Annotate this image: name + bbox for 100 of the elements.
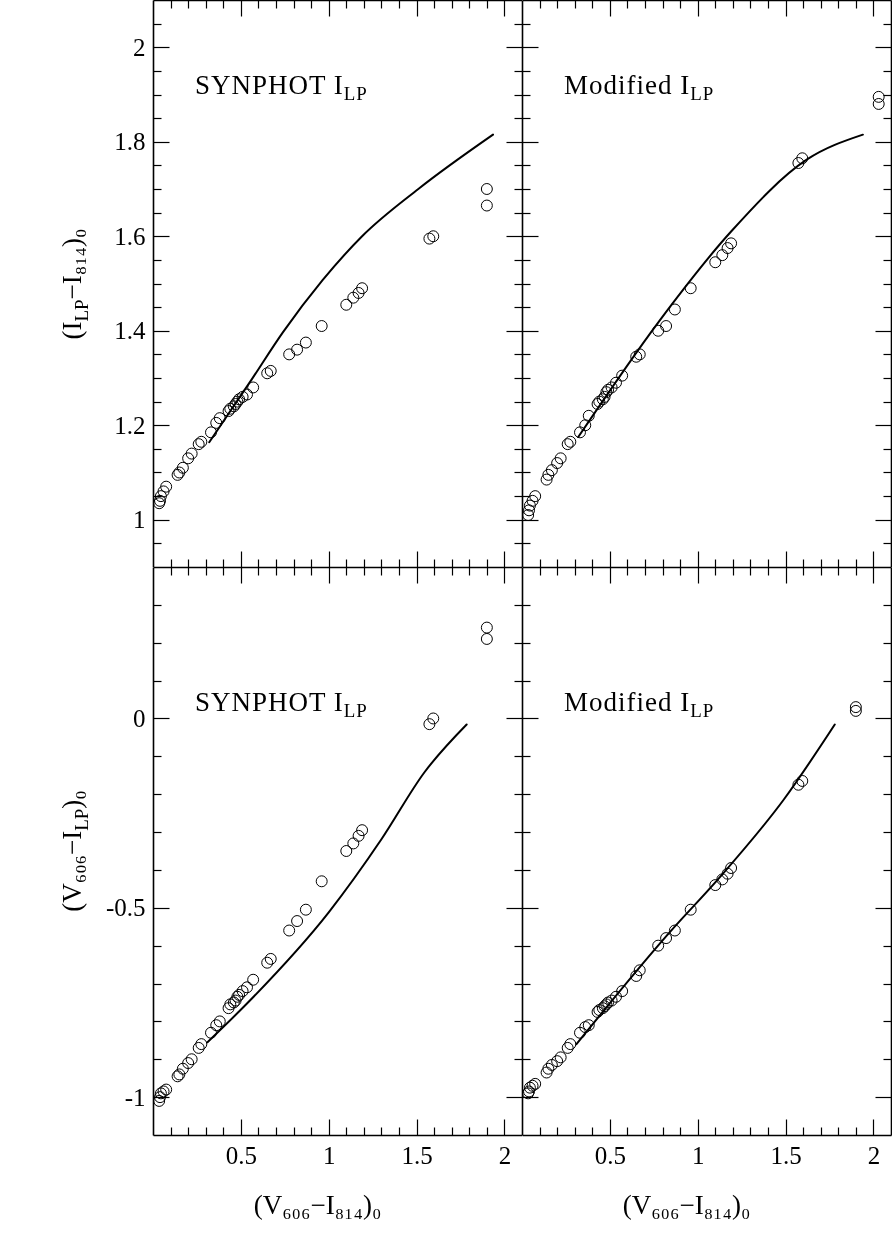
annotation: SYNPHOT I$_{LP}$	[195, 70, 368, 106]
point	[154, 490, 167, 503]
point	[523, 504, 536, 517]
y-tick-label: 0	[133, 704, 146, 732]
point	[660, 320, 673, 332]
point	[792, 778, 805, 791]
point	[213, 1015, 226, 1028]
point	[185, 1053, 198, 1066]
x-tick-label: 2	[498, 1141, 512, 1169]
point	[574, 426, 586, 439]
point	[872, 97, 885, 110]
point	[684, 282, 697, 295]
point	[315, 320, 328, 332]
point	[652, 324, 665, 337]
x-tick-label: 1.5	[401, 1141, 433, 1169]
point	[480, 199, 493, 212]
point	[423, 718, 436, 731]
point	[542, 468, 555, 481]
y-tick-label: -1	[124, 1083, 146, 1111]
annotation: Modified I$_{LP}$	[564, 70, 715, 106]
point	[480, 621, 493, 634]
point	[554, 452, 567, 465]
y-tick-label: 1.6	[114, 222, 146, 250]
point	[205, 1026, 217, 1039]
point	[222, 1002, 235, 1015]
point	[668, 924, 681, 937]
y-tick-label: 1.2	[114, 411, 146, 439]
point	[725, 862, 738, 875]
point	[522, 509, 535, 521]
point	[247, 381, 260, 394]
point	[291, 915, 304, 928]
point	[241, 981, 253, 994]
point	[182, 452, 195, 465]
point	[709, 879, 722, 892]
x-tick-label: 1	[322, 1141, 336, 1169]
y-tick-label: 1.8	[114, 128, 146, 156]
point	[352, 286, 365, 299]
point	[551, 1055, 564, 1068]
point	[582, 409, 595, 422]
point	[299, 903, 312, 916]
point	[157, 485, 170, 498]
point	[205, 426, 217, 439]
point	[427, 712, 440, 725]
point	[652, 939, 665, 952]
point	[540, 1066, 553, 1079]
point	[210, 1019, 223, 1032]
point	[660, 932, 673, 945]
point	[526, 494, 539, 507]
point	[610, 990, 622, 1003]
point	[315, 875, 328, 888]
point	[709, 256, 722, 269]
point	[716, 249, 729, 262]
point	[241, 388, 253, 401]
point	[616, 985, 629, 998]
x-tick-label: 0.5	[594, 1141, 626, 1169]
y-tick-label: -0.5	[105, 894, 146, 922]
point	[299, 336, 312, 349]
point	[480, 183, 493, 195]
x-tick-label: 1.5	[770, 1141, 802, 1169]
x-tick-label: 2	[867, 1141, 881, 1169]
point	[633, 964, 646, 977]
annotation: Modified I$_{LP}$	[564, 687, 715, 723]
point	[247, 973, 260, 986]
point	[540, 473, 553, 486]
point	[182, 1057, 195, 1070]
point	[725, 237, 738, 250]
point	[347, 837, 360, 850]
point	[716, 873, 729, 886]
point	[574, 1026, 586, 1039]
point	[176, 1062, 189, 1075]
point	[340, 845, 353, 857]
point	[356, 824, 369, 837]
point	[261, 956, 274, 969]
point	[616, 369, 629, 382]
annotation: SYNPHOT I$_{LP}$	[195, 687, 368, 723]
point	[545, 464, 558, 477]
point	[480, 632, 493, 645]
point	[542, 1062, 555, 1075]
point	[283, 348, 296, 361]
point	[684, 903, 697, 916]
x-axis-title: (V₆₀₆−I₈₁₄)₀	[253, 1190, 382, 1221]
y-tick-label: 2	[133, 33, 146, 61]
x-tick-label: 0.5	[225, 1141, 257, 1169]
point	[185, 447, 198, 460]
point	[352, 829, 365, 842]
point	[264, 952, 277, 965]
point	[423, 232, 436, 245]
x-axis-title: (V₆₀₆−I₈₁₄)₀	[622, 1190, 751, 1221]
point	[721, 867, 734, 880]
point	[291, 343, 304, 356]
point	[176, 461, 189, 474]
point	[551, 457, 564, 470]
point	[213, 412, 226, 425]
y-tick-label: 1	[133, 506, 146, 534]
point	[796, 774, 809, 787]
point	[523, 499, 536, 512]
y-tick-label: 1.4	[114, 317, 146, 345]
point	[347, 291, 360, 304]
point	[356, 282, 369, 295]
point	[427, 230, 440, 243]
